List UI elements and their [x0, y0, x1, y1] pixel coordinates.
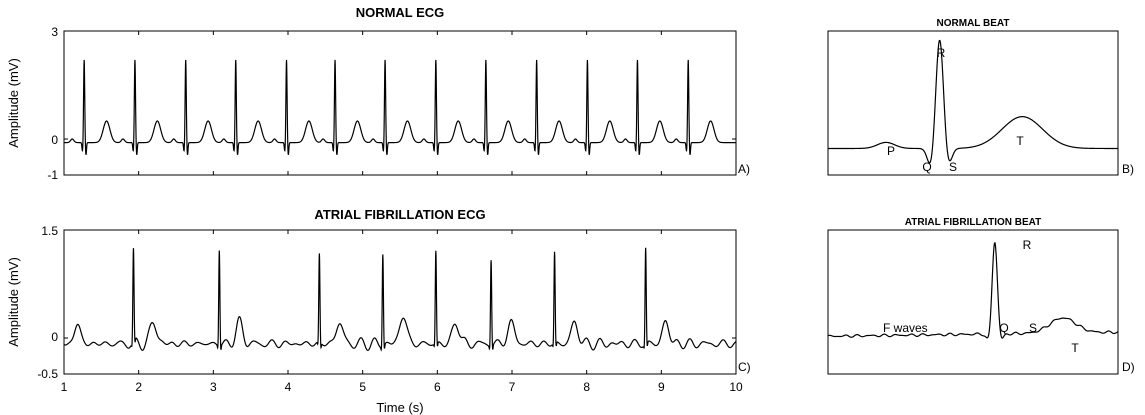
normal-ecg-ylabel: Amplitude (mV) — [6, 58, 21, 148]
normal-ecg-ticks — [63, 30, 737, 176]
normal-beat-label-p: P — [887, 144, 895, 158]
normal-beat-trace — [828, 39, 1118, 164]
af-ecg-xtick-label: 5 — [359, 380, 366, 394]
af-beat-frame — [827, 229, 1119, 375]
af-ecg-xtick-labels: 1 2 3 4 5 6 7 8 9 10 — [61, 380, 743, 394]
normal-ecg-title: NORMAL ECG — [356, 5, 445, 20]
normal-beat-label-r: R — [937, 46, 946, 60]
af-ecg-xtick-label: 2 — [135, 380, 142, 394]
af-ecg-frame — [63, 229, 737, 375]
normal-ecg-frame — [63, 30, 737, 176]
normal-beat-label-q: Q — [922, 160, 931, 174]
af-ecg-trace — [63, 247, 737, 352]
af-beat-label-t: T — [1071, 341, 1079, 355]
normal-beat-panel: NORMAL BEAT R P Q S T B) — [827, 18, 1134, 176]
normal-beat-frame — [827, 30, 1119, 176]
normal-ecg-panel: NORMAL ECG 3 0 -1 Amplitude (mV) A) — [6, 5, 750, 182]
af-ecg-title: ATRIAL FIBRILLATION ECG — [314, 207, 485, 222]
normal-ecg-trace — [64, 59, 736, 155]
af-beat-trace — [827, 242, 1119, 339]
af-beat-label-q: Q — [999, 321, 1008, 335]
af-ecg-ytick-0: 0 — [51, 330, 58, 344]
normal-beat-label-s: S — [949, 160, 957, 174]
af-ecg-xtick-label: 6 — [434, 380, 441, 394]
af-ecg-xtick-label: 1 — [61, 380, 68, 394]
af-ecg-panel: ATRIAL FIBRILLATION ECG 1.5 0 -0.5 Ampli… — [6, 207, 751, 415]
af-ecg-ytick-1-5: 1.5 — [41, 224, 58, 238]
normal-ecg-ytick-neg1: -1 — [47, 168, 58, 182]
af-ecg-ticks — [63, 229, 737, 375]
af-ecg-xtick-label: 9 — [658, 380, 665, 394]
af-ecg-xtick-label: 4 — [285, 380, 292, 394]
af-ecg-xtick-label: 3 — [210, 380, 217, 394]
af-ecg-xtick-label: 8 — [583, 380, 590, 394]
panel-label-c: C) — [738, 360, 751, 374]
panel-label-b: B) — [1122, 162, 1134, 176]
af-ecg-ylabel: Amplitude (mV) — [6, 257, 21, 347]
normal-beat-label-t: T — [1016, 134, 1024, 148]
af-ecg-xtick-label: 7 — [509, 380, 516, 394]
af-ecg-xtick-label: 10 — [729, 380, 743, 394]
panel-label-a: A) — [738, 162, 750, 176]
af-ecg-ytick-neg0-5: -0.5 — [37, 367, 58, 381]
normal-beat-title: NORMAL BEAT — [937, 18, 1010, 29]
af-ecg-xlabel: Time (s) — [376, 400, 423, 415]
normal-ecg-ytick-0: 0 — [51, 133, 58, 147]
af-beat-label-f-waves: F waves — [883, 321, 928, 335]
af-beat-label-s: S — [1029, 321, 1037, 335]
panel-label-d: D) — [1122, 360, 1135, 374]
normal-ecg-ytick-3: 3 — [51, 25, 58, 39]
af-beat-title: ATRIAL FIBRILLATION BEAT — [905, 217, 1041, 228]
af-beat-panel: ATRIAL FIBRILLATION BEAT R F waves Q S T… — [827, 217, 1135, 375]
af-beat-label-r: R — [1023, 238, 1032, 252]
